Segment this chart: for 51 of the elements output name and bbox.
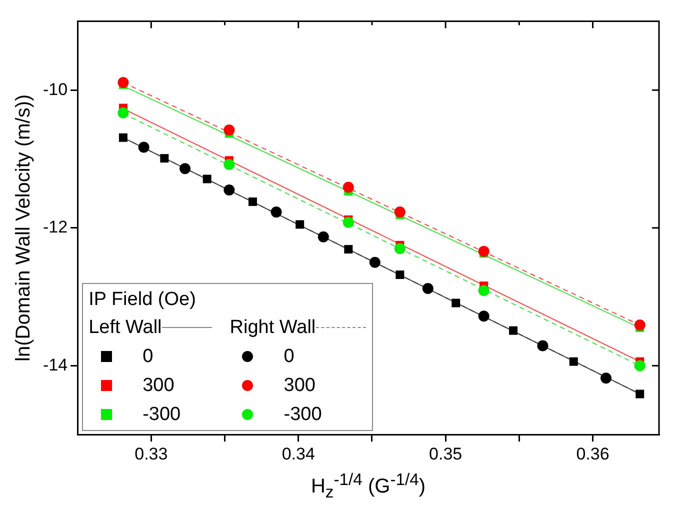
point	[224, 159, 235, 170]
annotation: Left Wall	[88, 316, 162, 340]
point	[636, 390, 644, 398]
point	[296, 220, 304, 229]
point	[396, 270, 404, 279]
legend-label: 300	[142, 374, 174, 398]
point	[600, 372, 612, 384]
point	[342, 216, 354, 228]
point	[369, 256, 380, 268]
point	[478, 246, 490, 257]
point	[452, 298, 460, 308]
point	[394, 206, 406, 218]
legend-label: 0	[142, 344, 154, 369]
point	[394, 243, 406, 254]
point	[344, 245, 353, 254]
point	[569, 357, 578, 366]
point	[537, 340, 548, 352]
point	[138, 142, 150, 153]
point	[318, 231, 329, 242]
point	[634, 320, 646, 331]
point	[270, 206, 282, 218]
point	[202, 174, 212, 184]
point	[342, 182, 354, 193]
point	[118, 107, 129, 118]
legend-label: -300	[142, 402, 181, 427]
legend-label: -300	[284, 402, 322, 427]
point	[478, 285, 490, 296]
y-tick-label: -12	[42, 218, 68, 237]
legend-label: 0	[284, 344, 294, 369]
x-tick-label: 0.36	[576, 444, 610, 464]
point	[509, 326, 518, 335]
x-tick-label: 0.33	[134, 444, 168, 464]
legend-title: IP Field (Oe)	[88, 288, 197, 312]
point	[180, 163, 191, 174]
annotation: Right Wall	[230, 316, 316, 340]
point	[478, 310, 490, 322]
point	[634, 360, 646, 372]
y-axis-title: ln(Domain Wall Velocity (m/s))	[12, 94, 35, 362]
x-tick-label: 0.34	[282, 444, 315, 464]
x-tick-label: 0.35	[429, 444, 462, 464]
y-tick-label: -10	[42, 80, 68, 99]
point	[224, 124, 235, 136]
point	[118, 77, 129, 88]
point	[224, 184, 235, 196]
legend-label: 300	[284, 374, 316, 398]
point	[248, 197, 257, 206]
y-tick-label: -14	[42, 355, 68, 374]
point	[422, 283, 434, 294]
point	[160, 154, 169, 163]
x-axis-title: H$_{z}$$^{-1/4}$ (G$^{-1/4}$)	[310, 470, 427, 503]
point	[118, 133, 128, 142]
